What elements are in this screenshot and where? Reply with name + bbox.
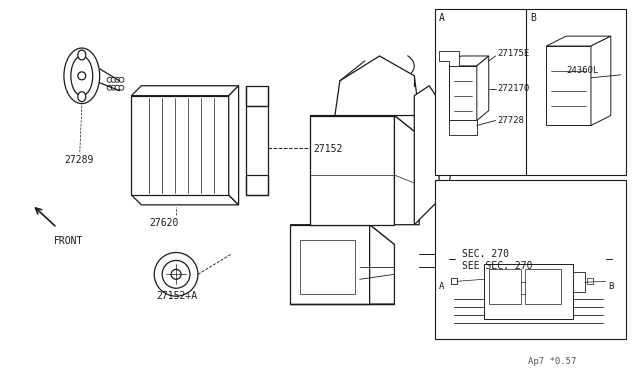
Polygon shape xyxy=(246,86,268,106)
Polygon shape xyxy=(335,56,419,116)
Polygon shape xyxy=(547,46,591,125)
Polygon shape xyxy=(587,278,593,284)
Polygon shape xyxy=(477,56,489,121)
Text: B: B xyxy=(608,282,613,291)
Ellipse shape xyxy=(71,56,93,96)
Ellipse shape xyxy=(111,85,116,90)
Polygon shape xyxy=(449,56,489,66)
Polygon shape xyxy=(451,278,457,284)
Ellipse shape xyxy=(578,106,588,116)
Ellipse shape xyxy=(583,237,599,253)
Text: 27152+A: 27152+A xyxy=(156,291,197,301)
Text: 27728: 27728 xyxy=(498,116,525,125)
Polygon shape xyxy=(591,36,611,125)
Ellipse shape xyxy=(462,237,478,253)
Polygon shape xyxy=(370,225,394,304)
Text: Ap7 *0.57: Ap7 *0.57 xyxy=(529,357,577,366)
Text: 27289: 27289 xyxy=(64,155,93,165)
Ellipse shape xyxy=(335,243,345,253)
Text: A: A xyxy=(439,13,445,23)
Ellipse shape xyxy=(154,253,198,296)
Ellipse shape xyxy=(78,50,86,60)
Polygon shape xyxy=(525,269,561,304)
Text: 27620: 27620 xyxy=(149,218,179,228)
Polygon shape xyxy=(439,51,459,66)
Text: 27152: 27152 xyxy=(313,144,342,154)
Polygon shape xyxy=(573,272,585,292)
Polygon shape xyxy=(547,36,611,46)
Ellipse shape xyxy=(107,85,112,90)
Ellipse shape xyxy=(162,260,190,288)
Text: 27175E: 27175E xyxy=(498,49,530,58)
Ellipse shape xyxy=(111,77,116,82)
Polygon shape xyxy=(310,116,419,135)
Polygon shape xyxy=(449,66,477,121)
Polygon shape xyxy=(449,121,477,135)
Polygon shape xyxy=(435,180,626,339)
Ellipse shape xyxy=(115,77,120,82)
Ellipse shape xyxy=(115,85,120,90)
Ellipse shape xyxy=(78,92,86,102)
Text: SEE SEC. 270: SEE SEC. 270 xyxy=(462,262,532,272)
Polygon shape xyxy=(228,86,239,205)
Text: SEC. 270: SEC. 270 xyxy=(462,248,509,259)
Text: 24360L: 24360L xyxy=(566,66,598,75)
Polygon shape xyxy=(394,116,419,225)
Polygon shape xyxy=(310,116,394,225)
Polygon shape xyxy=(131,195,239,205)
Ellipse shape xyxy=(171,269,181,279)
Polygon shape xyxy=(489,269,522,304)
Polygon shape xyxy=(414,86,439,225)
Ellipse shape xyxy=(119,85,124,90)
Polygon shape xyxy=(290,225,370,304)
Polygon shape xyxy=(246,175,268,195)
Polygon shape xyxy=(290,225,394,244)
Text: FRONT: FRONT xyxy=(54,235,83,246)
Text: A: A xyxy=(439,282,444,291)
Ellipse shape xyxy=(64,48,100,104)
Polygon shape xyxy=(131,96,228,195)
Ellipse shape xyxy=(107,77,112,82)
Polygon shape xyxy=(131,86,239,96)
Ellipse shape xyxy=(335,284,345,294)
Polygon shape xyxy=(435,9,626,175)
Polygon shape xyxy=(484,264,573,319)
Text: B: B xyxy=(531,13,536,23)
Ellipse shape xyxy=(119,77,124,82)
Polygon shape xyxy=(300,240,355,294)
Text: 272170: 272170 xyxy=(498,84,530,93)
